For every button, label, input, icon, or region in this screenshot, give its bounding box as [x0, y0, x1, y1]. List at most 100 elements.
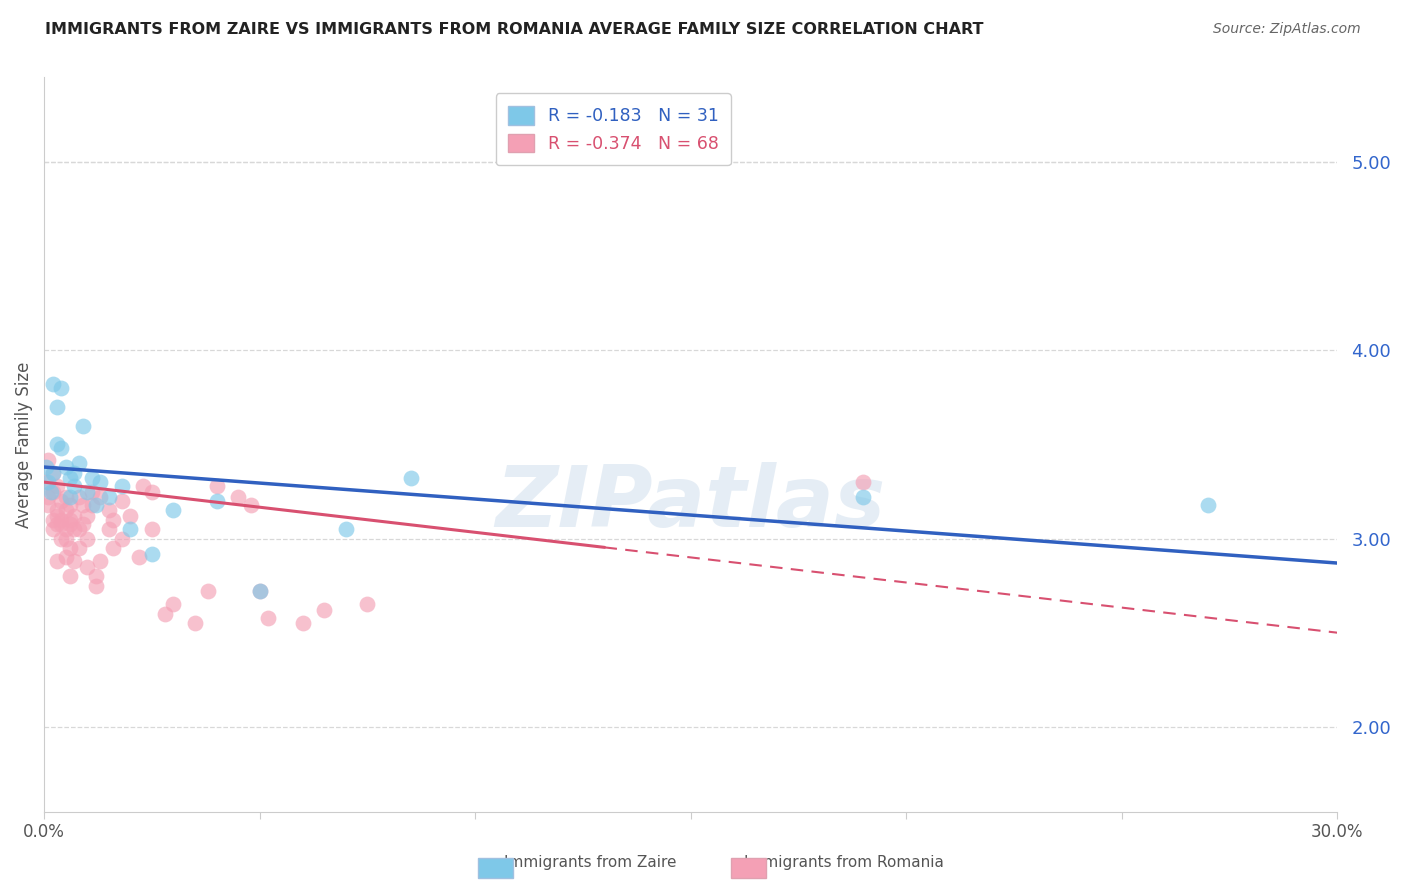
- Point: [42, 513, 65, 527]
- Point: [205, 494, 228, 508]
- Point: [63, 466, 86, 480]
- Point: [249, 584, 271, 599]
- Point: [42, 466, 65, 480]
- Point: [852, 490, 875, 504]
- Point: [46, 508, 69, 523]
- Text: Immigrants from Zaire: Immigrants from Zaire: [505, 855, 676, 870]
- Point: [59, 513, 82, 527]
- Point: [35, 475, 58, 489]
- Point: [59, 569, 82, 583]
- Point: [141, 484, 163, 499]
- Point: [63, 479, 86, 493]
- Point: [197, 584, 219, 599]
- Point: [51, 532, 73, 546]
- Point: [101, 541, 124, 555]
- Point: [63, 508, 86, 523]
- Point: [63, 554, 86, 568]
- Text: ZIPatlas: ZIPatlas: [495, 462, 886, 545]
- Point: [55, 503, 77, 517]
- Point: [59, 541, 82, 555]
- Point: [120, 508, 142, 523]
- Point: [1197, 498, 1219, 512]
- Point: [46, 437, 69, 451]
- Point: [84, 579, 107, 593]
- Point: [51, 494, 73, 508]
- Point: [141, 547, 163, 561]
- Point: [42, 484, 65, 499]
- Point: [59, 498, 82, 512]
- Point: [55, 490, 77, 504]
- Point: [111, 532, 134, 546]
- Point: [356, 598, 378, 612]
- Point: [101, 513, 124, 527]
- Point: [72, 498, 94, 512]
- Point: [141, 522, 163, 536]
- Point: [55, 460, 77, 475]
- Point: [67, 490, 90, 504]
- Point: [59, 490, 82, 504]
- Point: [80, 498, 103, 512]
- Point: [84, 569, 107, 583]
- Point: [314, 603, 336, 617]
- Point: [42, 377, 65, 392]
- Point: [84, 498, 107, 512]
- Point: [46, 503, 69, 517]
- Point: [67, 541, 90, 555]
- Text: IMMIGRANTS FROM ZAIRE VS IMMIGRANTS FROM ROMANIA AVERAGE FAMILY SIZE CORRELATION: IMMIGRANTS FROM ZAIRE VS IMMIGRANTS FROM…: [45, 22, 983, 37]
- Point: [184, 616, 207, 631]
- Point: [37, 475, 59, 489]
- Point: [42, 466, 65, 480]
- Point: [51, 516, 73, 531]
- Legend: R = -0.183   N = 31, R = -0.374   N = 68: R = -0.183 N = 31, R = -0.374 N = 68: [495, 94, 731, 165]
- Point: [46, 479, 69, 493]
- Point: [257, 610, 280, 624]
- Text: Immigrants from Romania: Immigrants from Romania: [744, 855, 943, 870]
- Point: [42, 522, 65, 536]
- Point: [63, 522, 86, 536]
- Point: [51, 381, 73, 395]
- Point: [76, 559, 98, 574]
- Point: [46, 554, 69, 568]
- Point: [89, 554, 111, 568]
- Point: [76, 508, 98, 523]
- Point: [59, 516, 82, 531]
- Point: [153, 607, 176, 621]
- Point: [37, 498, 59, 512]
- Point: [249, 584, 271, 599]
- Point: [111, 494, 134, 508]
- Point: [67, 456, 90, 470]
- Point: [97, 490, 120, 504]
- Point: [72, 418, 94, 433]
- Point: [162, 503, 184, 517]
- Point: [226, 490, 249, 504]
- Point: [67, 522, 90, 536]
- Point: [46, 400, 69, 414]
- Point: [89, 490, 111, 504]
- Point: [39, 484, 62, 499]
- Point: [72, 516, 94, 531]
- Point: [51, 513, 73, 527]
- Point: [37, 490, 59, 504]
- Point: [128, 550, 150, 565]
- Point: [55, 532, 77, 546]
- Y-axis label: Average Family Size: Average Family Size: [15, 361, 32, 528]
- Point: [120, 522, 142, 536]
- Point: [399, 471, 422, 485]
- Point: [162, 598, 184, 612]
- Point: [80, 471, 103, 485]
- Point: [335, 522, 357, 536]
- Point: [51, 442, 73, 456]
- Point: [76, 484, 98, 499]
- Point: [111, 479, 134, 493]
- Text: Source: ZipAtlas.com: Source: ZipAtlas.com: [1213, 22, 1361, 37]
- Point: [46, 516, 69, 531]
- Point: [97, 522, 120, 536]
- Point: [55, 522, 77, 536]
- Point: [132, 479, 155, 493]
- Point: [37, 452, 59, 467]
- Point: [35, 460, 58, 475]
- Point: [89, 475, 111, 489]
- Point: [59, 471, 82, 485]
- Point: [80, 484, 103, 499]
- Point: [852, 475, 875, 489]
